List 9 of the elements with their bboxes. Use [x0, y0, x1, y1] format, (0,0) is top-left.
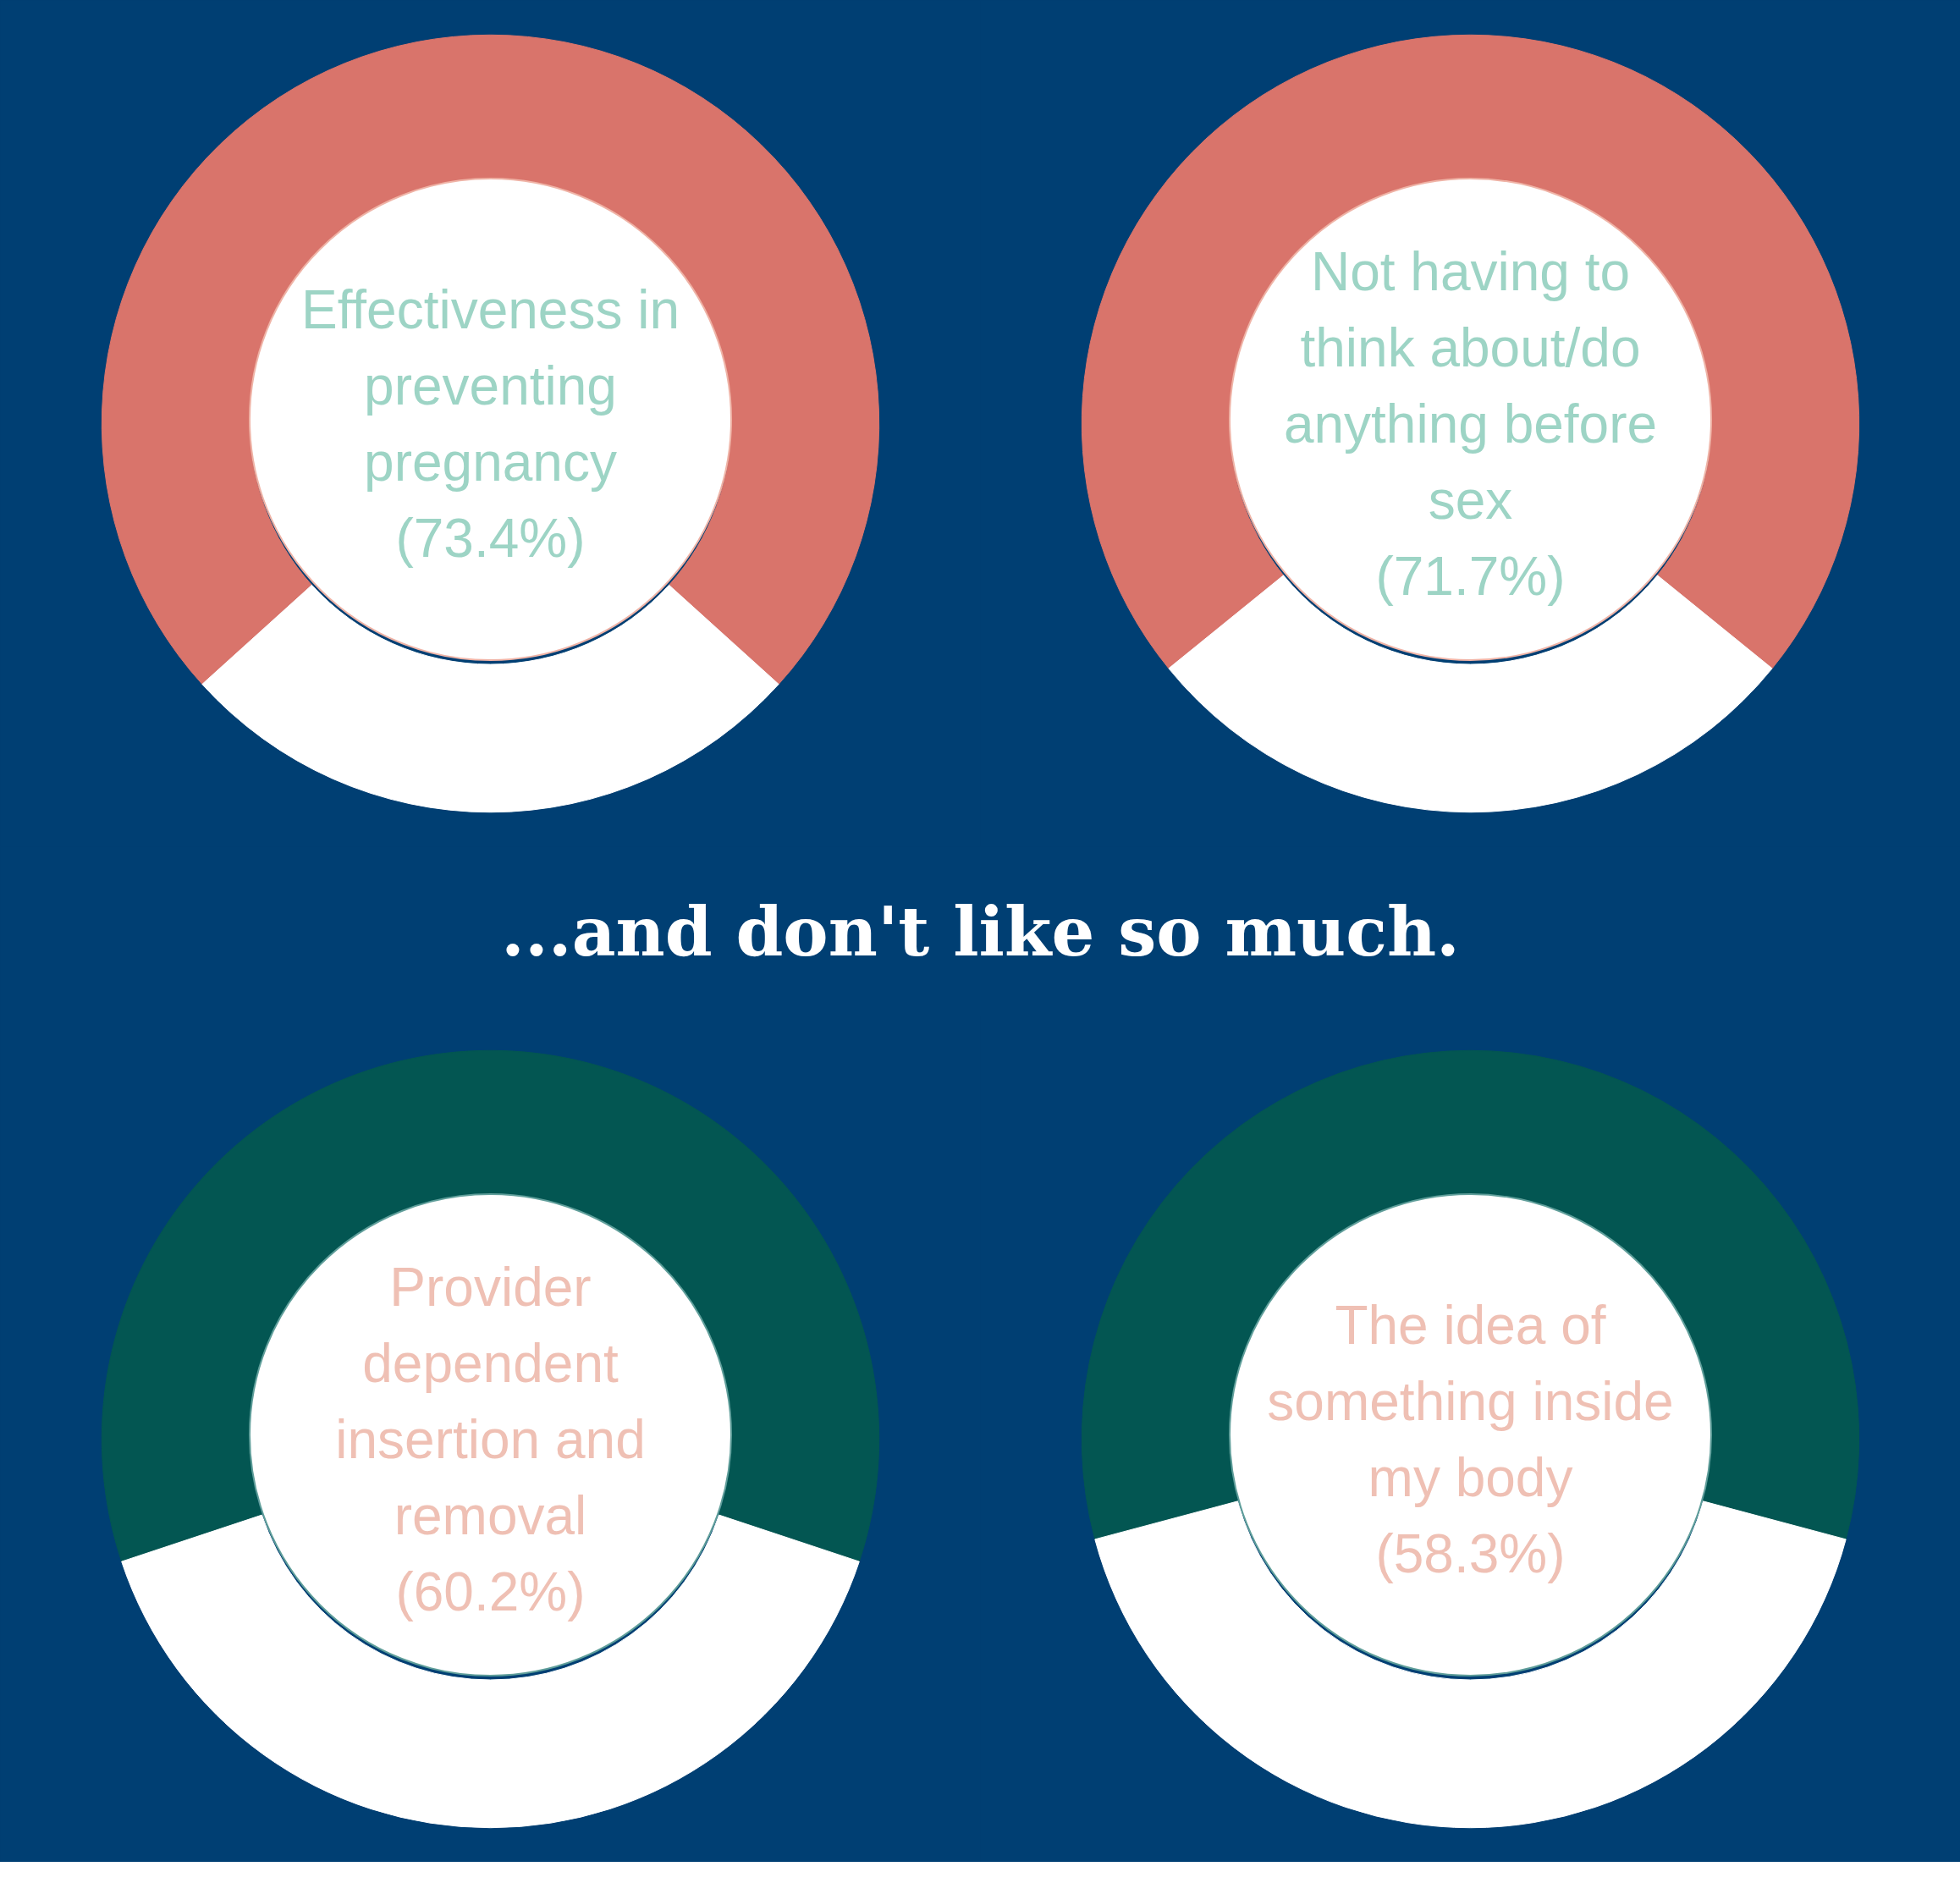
- data-label: (71.7%): [1375, 545, 1566, 607]
- data-label: (73.4%): [395, 507, 586, 569]
- chart-title: ...and don't like so much.: [501, 891, 1460, 972]
- slice-label: The idea of something inside my body: [1267, 1294, 1674, 1508]
- slice-label: Not having to think about/do anything before sex: [1283, 240, 1658, 531]
- data-label: (60.2%): [395, 1561, 586, 1622]
- data-label: (58.3%): [1375, 1522, 1566, 1584]
- slice-label: Provider dependent insertion and removal: [335, 1256, 646, 1546]
- slice-label: Effectiveness in preventing pregnancy: [300, 278, 680, 493]
